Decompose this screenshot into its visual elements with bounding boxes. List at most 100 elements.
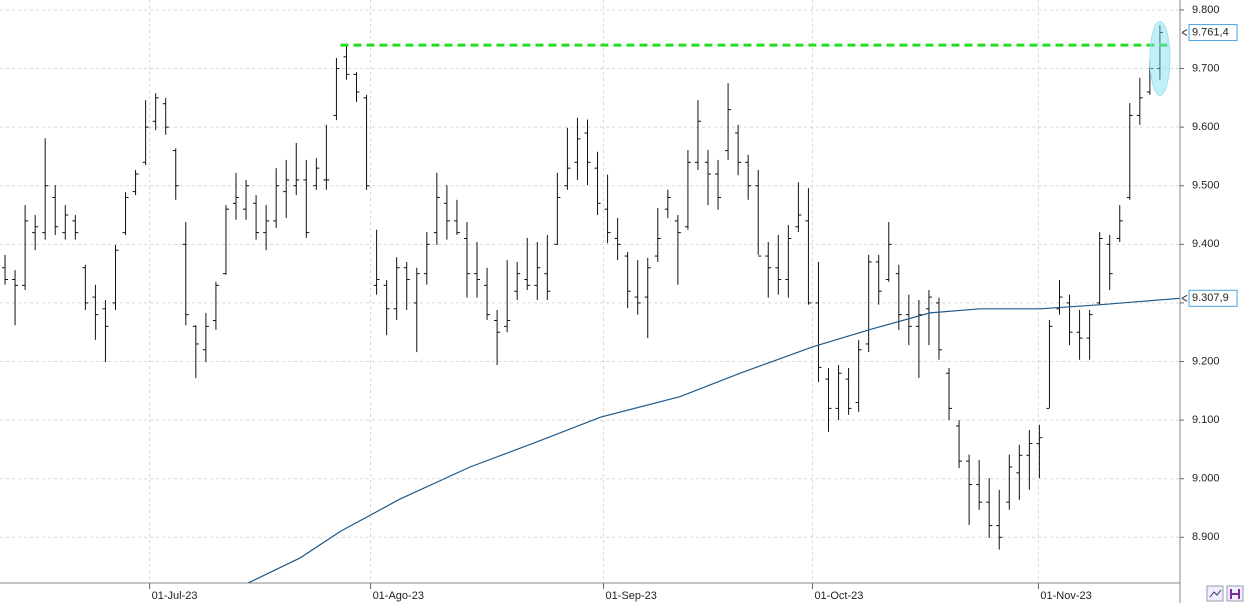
highlight <box>1149 20 1171 96</box>
price-bar <box>775 234 782 295</box>
price-bar <box>22 205 29 291</box>
price-bar <box>172 148 179 200</box>
y-tick-label: 9.600 <box>1192 121 1220 133</box>
price-bar <box>765 241 772 298</box>
price-bar <box>835 365 842 421</box>
y-tick-label: 9.700 <box>1192 62 1220 74</box>
price-bar <box>624 251 631 309</box>
price-bar <box>584 119 591 186</box>
price-bar <box>825 367 832 432</box>
price-bar <box>1116 205 1123 242</box>
y-tick-label: 8.900 <box>1192 531 1220 543</box>
price-bar <box>202 312 209 363</box>
price-bar <box>453 199 460 235</box>
price-bar <box>735 124 742 176</box>
x-tick-label: 01-Nov-23 <box>1040 590 1091 602</box>
price-bar <box>182 222 189 326</box>
price-bar <box>343 45 350 80</box>
price-bar <box>1036 424 1043 479</box>
x-tick-label: 01-Ago-23 <box>373 590 424 602</box>
x-tick-label: 01-Jul-23 <box>152 590 198 602</box>
price-bar <box>1046 319 1053 409</box>
price-bar <box>52 185 59 235</box>
price-bar <box>474 241 481 298</box>
price-bar <box>283 159 290 218</box>
price-bar <box>373 229 380 295</box>
price-bar <box>222 205 229 275</box>
price-bar <box>243 179 250 220</box>
price-bar <box>805 188 812 305</box>
price-bar <box>413 267 420 353</box>
price-bar <box>423 232 430 285</box>
price-bar <box>1136 77 1143 125</box>
price-bar <box>644 257 651 339</box>
price-bar <box>845 367 852 415</box>
price-bar <box>142 100 149 166</box>
price-bar <box>32 215 39 251</box>
price-bar <box>935 297 942 360</box>
price-bar <box>544 234 551 300</box>
price-bar <box>795 182 802 233</box>
price-bar <box>694 100 701 170</box>
price-bar <box>132 169 139 196</box>
price-bar <box>494 309 501 366</box>
price-bar <box>895 264 902 330</box>
price-bar <box>885 222 892 282</box>
price-bar <box>865 254 872 353</box>
price-bar <box>303 159 310 238</box>
toolbar <box>1206 585 1244 602</box>
price-bar <box>42 138 49 240</box>
price-bar <box>594 151 601 216</box>
price-bar <box>1096 232 1103 305</box>
y-tick-label: 9.500 <box>1192 180 1220 192</box>
price-bar <box>112 244 119 310</box>
price-bar <box>1106 234 1113 291</box>
price-bar <box>233 172 239 220</box>
price-bar <box>82 264 89 310</box>
y-tick-label: 9.400 <box>1192 238 1220 250</box>
y-tick-label: 9.000 <box>1192 473 1220 485</box>
price-bar <box>1126 103 1133 200</box>
price-bar <box>443 185 450 240</box>
price-bar <box>403 261 410 310</box>
price-bar <box>905 294 912 346</box>
price-bar <box>725 83 732 160</box>
price-bar <box>2 254 9 285</box>
price-bar <box>1076 309 1083 360</box>
price-bar <box>102 299 109 363</box>
y-tick-label: 9.100 <box>1192 414 1220 426</box>
price-bar <box>383 280 390 336</box>
price-bar <box>293 142 300 196</box>
price-bar <box>1056 280 1063 315</box>
price-bar <box>313 158 320 190</box>
price-bar <box>785 224 792 298</box>
price-bar <box>152 93 159 131</box>
price-bar <box>192 325 199 378</box>
x-tick-label: 01-Oct-23 <box>814 590 863 602</box>
x-tick-label: 01-Sep-23 <box>606 590 657 602</box>
price-bar <box>273 168 280 228</box>
price-bar <box>504 260 511 333</box>
price-bar <box>564 127 571 190</box>
price-bar <box>92 284 99 340</box>
price-bar <box>363 94 370 190</box>
price-bar <box>674 215 681 285</box>
price-bar <box>745 154 752 200</box>
price-bar <box>534 241 541 300</box>
price-pointer <box>1181 29 1188 37</box>
price-bar <box>12 270 19 326</box>
price-bar <box>996 489 1003 550</box>
price-bar <box>1156 25 1163 80</box>
price-bar <box>514 261 521 300</box>
save-icon <box>1230 589 1240 599</box>
price-bar <box>664 189 671 218</box>
price-bar <box>253 195 260 240</box>
price-bar <box>323 124 330 190</box>
price-bar <box>1016 444 1023 500</box>
price-bar <box>72 215 79 240</box>
price-bar <box>705 149 711 206</box>
price-bar <box>1066 294 1073 346</box>
price-bar <box>634 260 641 315</box>
price-bar <box>1006 454 1013 510</box>
